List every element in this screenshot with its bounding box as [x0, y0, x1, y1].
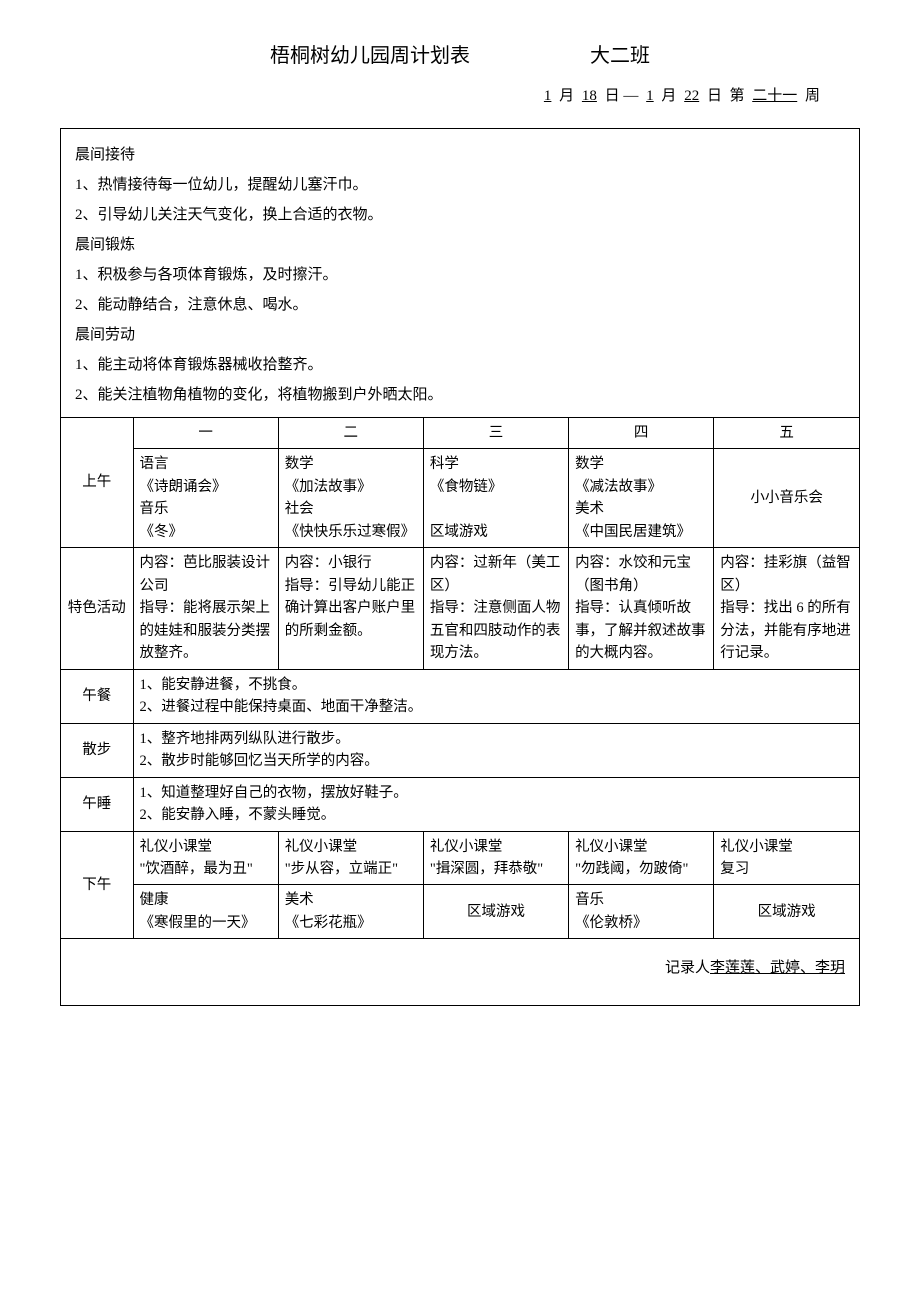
exercise-item-2: 2、能动静结合，注意休息、喝水。 [75, 293, 845, 317]
day-1: 一 [133, 418, 278, 449]
afternoon2-thu: 音乐 《伦敦桥》 [569, 885, 714, 939]
afternoon1-fri: 礼仪小课堂 复习 [714, 831, 859, 885]
afternoon2-fri: 区域游戏 [714, 885, 859, 939]
feature-wed: 内容：过新年（美工区） 指导：注意侧面人物五官和四肢动作的表现方法。 [423, 548, 568, 669]
feature-row: 特色活动 内容：芭比服装设计公司 指导：能将展示架上的娃娃和服装分类摆放整齐。 … [61, 548, 859, 669]
reception-item-1: 1、热情接待每一位幼儿，提醒幼儿塞汗巾。 [75, 173, 845, 197]
walk-label: 散步 [61, 723, 133, 777]
day-2: 二 [278, 418, 423, 449]
afternoon1-tue: 礼仪小课堂 "步从容，立端正" [278, 831, 423, 885]
labor-heading: 晨间劳动 [75, 323, 845, 347]
morning-mon: 语言 《诗朗诵会》 音乐 《冬》 [133, 449, 278, 548]
walk-text: 1、整齐地排两列纵队进行散步。 2、散步时能够回忆当天所学的内容。 [133, 723, 859, 777]
lunch-row: 午餐 1、能安静进餐，不挑食。 2、进餐过程中能保持桌面、地面干净整洁。 [61, 669, 859, 723]
afternoon-row-1: 下午 礼仪小课堂 "饮酒醉，最为丑" 礼仪小课堂 "步从容，立端正" 礼仪小课堂… [61, 831, 859, 885]
end-month: 1 [642, 88, 658, 104]
labor-item-2: 2、能关注植物角植物的变化，将植物搬到户外晒太阳。 [75, 383, 845, 407]
day-4: 四 [569, 418, 714, 449]
month-label-2: 月 [661, 88, 676, 104]
labor-item-1: 1、能主动将体育锻炼器械收拾整齐。 [75, 353, 845, 377]
class-name: 大二班 [590, 40, 650, 72]
day-3: 三 [423, 418, 568, 449]
recorder-row: 记录人李莲莲、武婷、李玥 [61, 939, 859, 1005]
week-number: 二十一 [748, 88, 801, 104]
afternoon2-wed: 区域游戏 [423, 885, 568, 939]
month-label-1: 月 [559, 88, 574, 104]
schedule-table: 上午 一 二 三 四 五 语言 《诗朗诵会》 音乐 《冬》 数学 《加法故事》 … [61, 417, 859, 1005]
afternoon2-mon: 健康 《寒假里的一天》 [133, 885, 278, 939]
afternoon2-tue: 美术 《七彩花瓶》 [278, 885, 423, 939]
feature-fri: 内容：挂彩旗（益智区） 指导：找出 6 的所有分法，并能有序地进行记录。 [714, 548, 859, 669]
exercise-item-1: 1、积极参与各项体育锻炼，及时擦汗。 [75, 263, 845, 287]
feature-tue: 内容：小银行 指导：引导幼儿能正确计算出客户账户里的所剩金额。 [278, 548, 423, 669]
end-day: 22 [680, 88, 703, 104]
intro-section: 晨间接待 1、热情接待每一位幼儿，提醒幼儿塞汗巾。 2、引导幼儿关注天气变化，换… [61, 129, 859, 417]
feature-label: 特色活动 [61, 548, 133, 669]
plan-container: 晨间接待 1、热情接待每一位幼儿，提醒幼儿塞汗巾。 2、引导幼儿关注天气变化，换… [60, 128, 860, 1006]
feature-thu: 内容：水饺和元宝（图书角） 指导：认真倾听故事，了解并叙述故事的大概内容。 [569, 548, 714, 669]
nap-row: 午睡 1、知道整理好自己的衣物，摆放好鞋子。 2、能安静入睡，不蒙头睡觉。 [61, 777, 859, 831]
walk-row: 散步 1、整齐地排两列纵队进行散步。 2、散步时能够回忆当天所学的内容。 [61, 723, 859, 777]
week-suffix: 周 [805, 88, 820, 104]
morning-row: 语言 《诗朗诵会》 音乐 《冬》 数学 《加法故事》 社会 《快快乐乐过寒假》 … [61, 449, 859, 548]
afternoon1-mon: 礼仪小课堂 "饮酒醉，最为丑" [133, 831, 278, 885]
lunch-label: 午餐 [61, 669, 133, 723]
date-range: 1 月 18 日 — 1 月 22 日 第 二十一 周 [60, 84, 860, 108]
recorder-names: 李莲莲、武婷、李玥 [710, 960, 845, 976]
lunch-text: 1、能安静进餐，不挑食。 2、进餐过程中能保持桌面、地面干净整洁。 [133, 669, 859, 723]
morning-label: 上午 [61, 418, 133, 548]
start-month: 1 [540, 88, 556, 104]
day-label-2: 日 [707, 88, 722, 104]
nap-text: 1、知道整理好自己的衣物，摆放好鞋子。 2、能安静入睡，不蒙头睡觉。 [133, 777, 859, 831]
exercise-heading: 晨间锻炼 [75, 233, 845, 257]
afternoon1-wed: 礼仪小课堂 "揖深圆，拜恭敬" [423, 831, 568, 885]
recorder-label: 记录人 [665, 960, 710, 976]
range-dash: — [623, 88, 638, 104]
day-label-1: 日 [605, 88, 620, 104]
nap-label: 午睡 [61, 777, 133, 831]
afternoon-row-2: 健康 《寒假里的一天》 美术 《七彩花瓶》 区域游戏 音乐 《伦敦桥》 区域游戏 [61, 885, 859, 939]
start-day: 18 [578, 88, 601, 104]
day-header-row: 上午 一 二 三 四 五 [61, 418, 859, 449]
morning-fri: 小小音乐会 [714, 449, 859, 548]
morning-thu: 数学 《减法故事》 美术 《中国民居建筑》 [569, 449, 714, 548]
reception-item-2: 2、引导幼儿关注天气变化，换上合适的衣物。 [75, 203, 845, 227]
afternoon1-thu: 礼仪小课堂 "勿践阈，勿跛倚" [569, 831, 714, 885]
page-title: 梧桐树幼儿园周计划表 [270, 40, 470, 72]
day-5: 五 [714, 418, 859, 449]
afternoon-label: 下午 [61, 831, 133, 939]
week-prefix: 第 [729, 88, 744, 104]
morning-wed: 科学 《食物链》 区域游戏 [423, 449, 568, 548]
reception-heading: 晨间接待 [75, 143, 845, 167]
feature-mon: 内容：芭比服装设计公司 指导：能将展示架上的娃娃和服装分类摆放整齐。 [133, 548, 278, 669]
morning-tue: 数学 《加法故事》 社会 《快快乐乐过寒假》 [278, 449, 423, 548]
